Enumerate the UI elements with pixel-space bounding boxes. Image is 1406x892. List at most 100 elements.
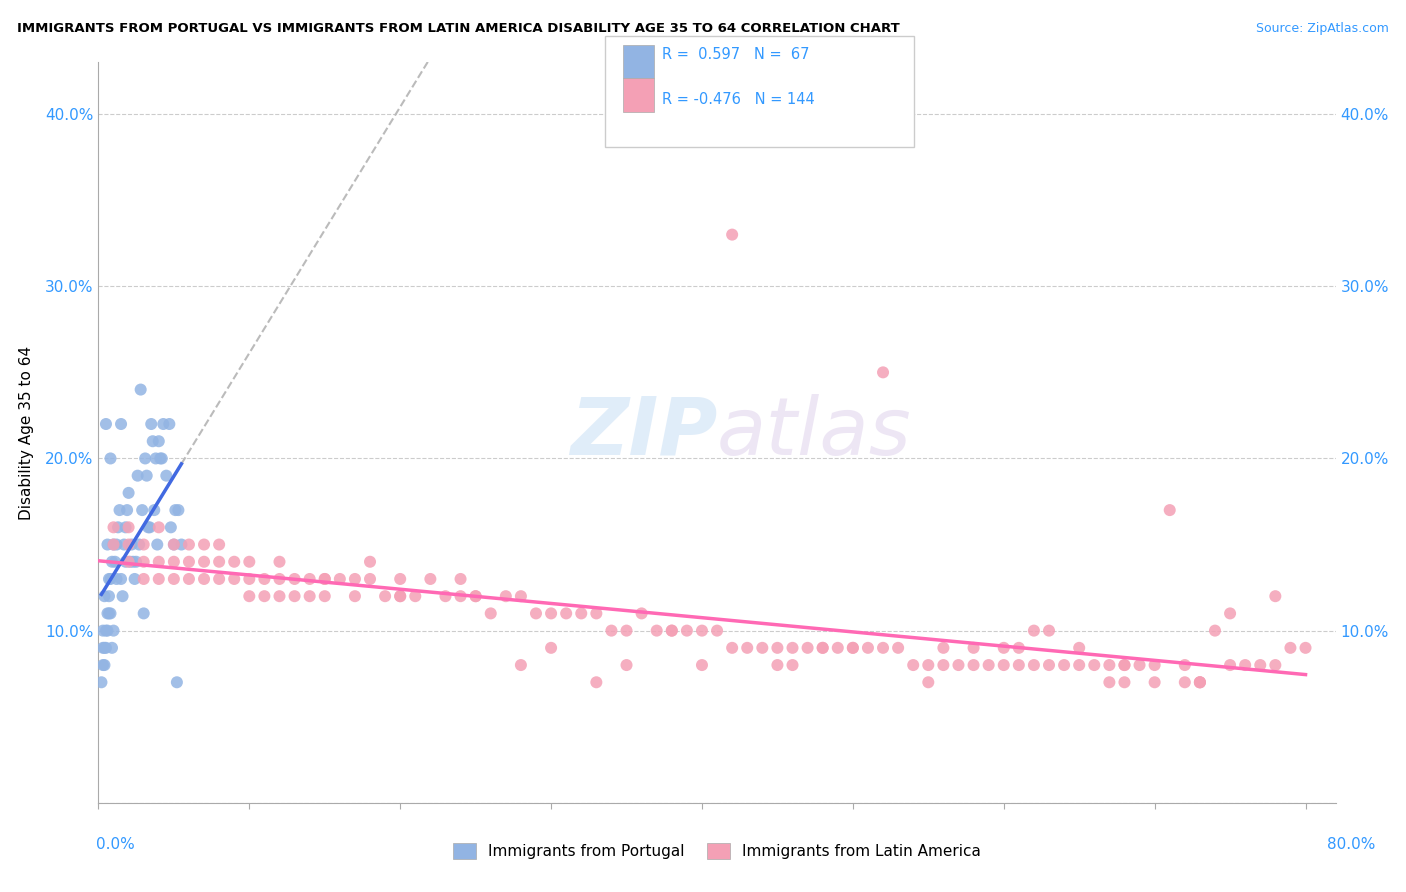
Point	[962, 658, 984, 673]
Point	[170, 537, 193, 551]
Point	[690, 624, 713, 638]
Point	[165, 503, 187, 517]
Point	[208, 555, 231, 569]
Point	[917, 658, 939, 673]
Point	[208, 537, 231, 551]
Point	[1264, 589, 1286, 603]
Point	[404, 589, 426, 603]
Point	[163, 572, 186, 586]
Point	[721, 640, 744, 655]
Point	[284, 572, 307, 586]
Point	[96, 537, 118, 551]
Point	[540, 640, 562, 655]
Point	[253, 589, 276, 603]
Text: IMMIGRANTS FROM PORTUGAL VS IMMIGRANTS FROM LATIN AMERICA DISABILITY AGE 35 TO 6: IMMIGRANTS FROM PORTUGAL VS IMMIGRANTS F…	[17, 22, 900, 36]
Point	[343, 589, 366, 603]
Point	[138, 520, 160, 534]
Point	[208, 572, 231, 586]
Point	[131, 503, 153, 517]
Point	[193, 537, 215, 551]
Point	[93, 658, 115, 673]
Point	[149, 451, 172, 466]
Point	[1143, 658, 1166, 673]
Point	[645, 624, 668, 638]
Point	[100, 607, 122, 621]
Point	[374, 589, 396, 603]
Text: ZIP: ZIP	[569, 393, 717, 472]
Point	[1188, 675, 1211, 690]
Point	[495, 589, 517, 603]
Point	[90, 675, 112, 690]
Point	[121, 537, 143, 551]
Point	[1114, 658, 1136, 673]
Point	[766, 640, 789, 655]
Point	[555, 607, 578, 621]
Point	[269, 555, 291, 569]
Point	[193, 572, 215, 586]
Point	[1264, 658, 1286, 673]
Point	[782, 658, 804, 673]
Point	[157, 417, 180, 431]
Point	[98, 607, 121, 621]
Point	[132, 607, 155, 621]
Point	[114, 520, 136, 534]
Point	[163, 537, 186, 551]
Point	[1038, 658, 1060, 673]
Y-axis label: Disability Age 35 to 64: Disability Age 35 to 64	[18, 345, 34, 520]
Point	[811, 640, 834, 655]
Point	[117, 486, 139, 500]
Point	[91, 624, 114, 638]
Point	[108, 503, 131, 517]
Point	[1249, 658, 1271, 673]
Point	[96, 624, 118, 638]
Point	[1098, 658, 1121, 673]
Point	[450, 572, 472, 586]
Point	[177, 537, 200, 551]
Point	[152, 417, 174, 431]
Point	[284, 589, 307, 603]
Point	[146, 537, 169, 551]
Text: R =  0.597   N =  67: R = 0.597 N = 67	[662, 47, 810, 62]
Point	[993, 658, 1015, 673]
Point	[1188, 675, 1211, 690]
Point	[706, 624, 728, 638]
Point	[253, 572, 276, 586]
Point	[1279, 640, 1302, 655]
Point	[690, 658, 713, 673]
Point	[98, 589, 121, 603]
Point	[107, 520, 129, 534]
Point	[224, 572, 246, 586]
Point	[96, 607, 118, 621]
Point	[148, 434, 170, 449]
Point	[782, 640, 804, 655]
Point	[103, 537, 125, 551]
Point	[842, 640, 865, 655]
Point	[298, 589, 321, 603]
Point	[1098, 675, 1121, 690]
Point	[1038, 624, 1060, 638]
Point	[630, 607, 652, 621]
Point	[796, 640, 818, 655]
Point	[136, 520, 159, 534]
Point	[661, 624, 683, 638]
Point	[155, 468, 177, 483]
Point	[1295, 640, 1317, 655]
Point	[103, 520, 125, 534]
Point	[129, 383, 152, 397]
Point	[751, 640, 773, 655]
Point	[91, 640, 114, 655]
Text: 0.0%: 0.0%	[96, 837, 135, 852]
Text: atlas: atlas	[717, 393, 912, 472]
Point	[389, 572, 412, 586]
Point	[1069, 658, 1091, 673]
Point	[125, 555, 148, 569]
Point	[132, 537, 155, 551]
Point	[735, 640, 758, 655]
Point	[1143, 675, 1166, 690]
Point	[389, 589, 412, 603]
Point	[269, 589, 291, 603]
Point	[540, 607, 562, 621]
Point	[91, 658, 114, 673]
Point	[676, 624, 699, 638]
Point	[224, 555, 246, 569]
